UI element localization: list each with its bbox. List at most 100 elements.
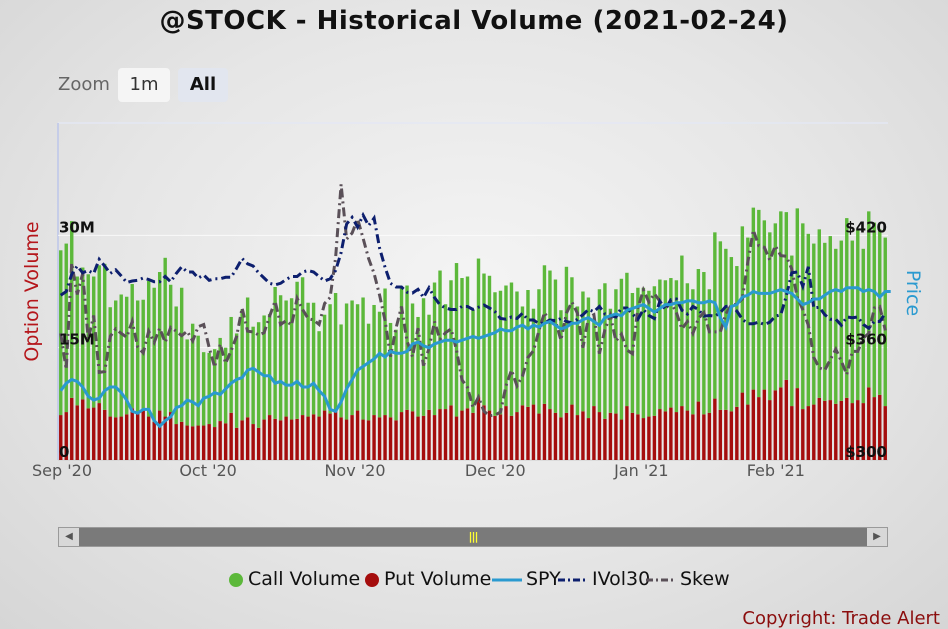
call-volume-bar: [141, 299, 145, 411]
put-volume-bar: [339, 417, 343, 460]
put-volume-bar: [157, 410, 162, 460]
call-volume-bar: [223, 347, 228, 424]
put-volume-bar: [460, 410, 464, 460]
put-volume-bar: [614, 413, 618, 460]
solid-line-icon: [492, 578, 522, 581]
right-axis-tick-label: $300: [845, 443, 887, 461]
call-volume-bar: [487, 275, 492, 411]
call-volume-bar: [256, 322, 261, 428]
put-volume-bar: [92, 407, 96, 460]
put-volume-bar: [861, 403, 865, 460]
call-volume-bar: [212, 349, 217, 428]
legend-item-skew[interactable]: Skew: [646, 568, 730, 590]
put-volume-bar: [834, 403, 838, 460]
call-volume-bar: [388, 322, 393, 418]
put-volume-bar: [806, 406, 811, 460]
put-volume-bar: [718, 409, 723, 460]
put-volume-bar: [658, 409, 662, 460]
call-volume-bar: [278, 295, 283, 421]
x-axis-tick-label: Sep '20: [32, 461, 92, 480]
put-volume-bar: [751, 389, 756, 460]
call-volume-bar: [81, 267, 85, 400]
put-volume-bar: [245, 417, 250, 460]
put-volume-bar: [163, 416, 167, 460]
put-volume-bar: [603, 418, 607, 460]
call-volume-bar: [130, 284, 134, 409]
put-volume-bar: [394, 420, 398, 460]
put-volume-bar: [504, 406, 508, 460]
put-volume-bar: [273, 418, 277, 460]
green-dot-icon: [229, 572, 243, 587]
put-volume-bar: [740, 392, 745, 460]
call-volume-bar: [526, 290, 530, 407]
put-volume-bar: [179, 421, 184, 460]
call-volume-bar: [476, 258, 481, 398]
legend-label: Skew: [680, 568, 730, 590]
call-volume-bar: [691, 289, 695, 415]
put-volume-bar: [416, 416, 420, 460]
zoom-1m-button[interactable]: 1m: [118, 68, 170, 102]
call-volume-bar: [460, 278, 464, 411]
zoom-all-button[interactable]: All: [178, 68, 228, 102]
call-volume-bar: [592, 318, 596, 407]
call-volume-bar: [856, 229, 860, 401]
put-volume-bar: [103, 409, 107, 460]
x-axis-tick-label: Feb '21: [747, 461, 805, 480]
put-volume-bar: [757, 397, 761, 460]
put-volume-bar: [130, 408, 134, 460]
put-volume-bar: [218, 421, 222, 460]
put-volume-bar: [823, 400, 827, 460]
call-volume-bar: [174, 306, 178, 425]
put-volume-bar: [119, 416, 123, 460]
call-volume-bar: [685, 283, 690, 411]
put-volume-bar: [630, 412, 635, 460]
right-axis-title: Price: [902, 270, 924, 316]
call-volume-bar: [773, 223, 778, 391]
put-volume-bar: [735, 406, 739, 460]
put-volume-bar: [196, 425, 200, 460]
put-volume-bar: [790, 406, 794, 460]
spy-price-line: [59, 286, 891, 429]
right-axis-tick-label: $360: [845, 331, 887, 349]
put-volume-bar: [410, 411, 415, 460]
put-volume-bar: [267, 415, 272, 460]
legend-item-spy[interactable]: SPY: [492, 568, 561, 590]
call-volume-bar: [267, 313, 272, 416]
scroll-left-arrow-icon[interactable]: ◀: [59, 528, 79, 546]
put-volume-bar: [487, 410, 492, 460]
call-volume-bar: [262, 315, 266, 420]
call-volume-bar: [883, 237, 887, 407]
call-volume-bar: [801, 223, 805, 410]
call-volume-bar: [564, 266, 569, 413]
put-volume-bar: [70, 397, 74, 460]
put-volume-bar: [795, 388, 800, 460]
call-volume-bar: [251, 326, 255, 425]
call-volume-bar: [284, 300, 288, 417]
call-volume-bar: [108, 307, 112, 417]
put-volume-bar: [284, 416, 288, 460]
scrollbar-thumb[interactable]: |||: [81, 529, 865, 545]
call-volume-bar: [361, 297, 365, 420]
navigator-scrollbar[interactable]: ◀ ||| ▶: [58, 527, 888, 547]
put-volume-bar: [570, 404, 574, 460]
call-volume-bar: [817, 229, 821, 398]
legend-label: IVol30: [592, 568, 651, 590]
call-volume-bar: [498, 290, 503, 415]
put-volume-bar: [135, 412, 140, 460]
call-volume-bar: [641, 287, 646, 419]
put-volume-bar: [515, 412, 519, 460]
put-volume-bar: [845, 397, 849, 460]
dashdot-line-icon: [646, 578, 676, 581]
legend-item-put-volume[interactable]: Put Volume: [364, 568, 491, 590]
call-volume-bar: [707, 289, 712, 413]
axes: 0 15M 30M $300 $360 $420 Sep '20 Oct '20 Nov '20…: [21, 218, 924, 480]
put-volume-bar: [878, 394, 882, 460]
scroll-right-arrow-icon[interactable]: ▶: [867, 528, 887, 546]
put-volume-bar: [454, 416, 459, 460]
put-volume-bar: [262, 419, 266, 460]
call-volume-bar: [185, 339, 189, 426]
legend-item-ivol30[interactable]: IVol30: [558, 568, 650, 590]
put-volume-bar: [493, 415, 497, 460]
call-volume-bar: [295, 281, 299, 419]
legend-item-call-volume[interactable]: Call Volume: [228, 568, 360, 590]
